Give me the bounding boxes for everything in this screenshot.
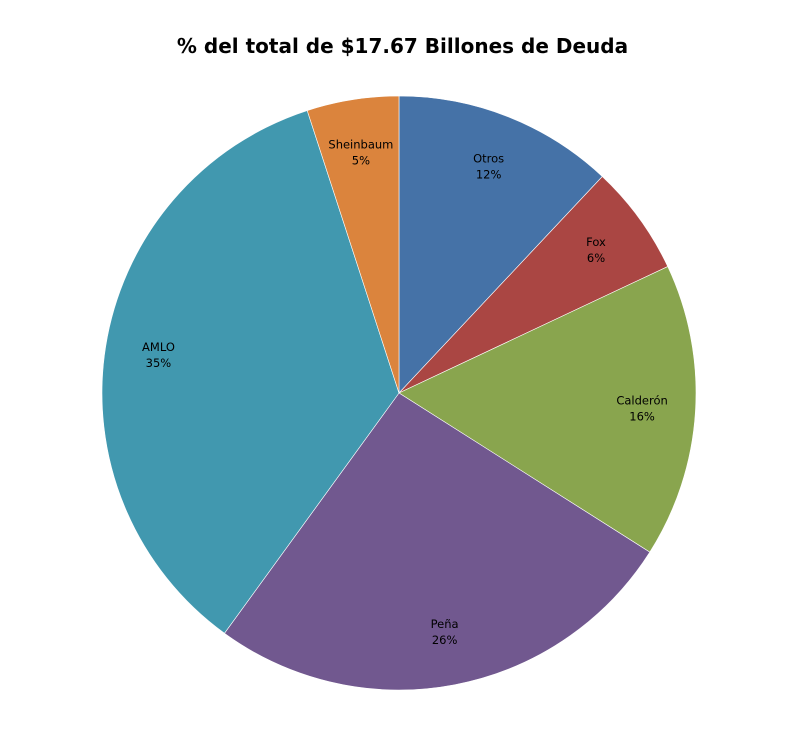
slice-label-sheinbaum: Sheinbaum <box>328 137 393 151</box>
slice-percent-fox: 6% <box>587 251 605 265</box>
slice-percent-pena: 26% <box>432 633 458 647</box>
pie-slice-sheinbaum <box>306 95 400 394</box>
slice-percent-calderon: 16% <box>629 409 655 423</box>
chart-title: % del total de $17.67 Billones de Deuda <box>176 34 629 58</box>
pie-slice-pena <box>224 392 651 691</box>
slice-label-fox: Fox <box>586 235 606 249</box>
slice-label-calderon: Calderón <box>616 393 667 407</box>
pie-slice-amlo <box>101 110 400 634</box>
pie-slice-calderon <box>398 266 697 553</box>
slice-percent-amlo: 35% <box>146 356 172 370</box>
slice-percent-otros: 12% <box>476 168 502 182</box>
slice-percent-sheinbaum: 5% <box>352 153 370 167</box>
slice-label-pena: Peña <box>431 617 459 631</box>
slice-label-amlo: AMLO <box>142 340 175 354</box>
slice-label-otros: Otros <box>473 152 504 166</box>
pie-slice-otros <box>398 95 603 394</box>
